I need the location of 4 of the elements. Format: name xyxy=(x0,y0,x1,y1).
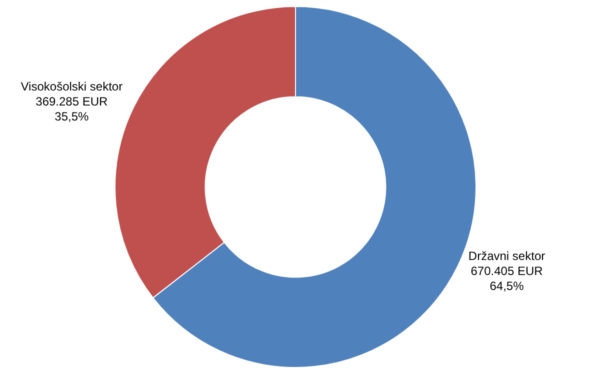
slice-label: Visokošolski sektor xyxy=(20,80,123,94)
slice-label: Državni sektor xyxy=(468,248,546,263)
data-label: 670.405 EUR 64,5% xyxy=(470,264,544,293)
data-label: 369.285 EUR 35,5% xyxy=(36,94,108,124)
